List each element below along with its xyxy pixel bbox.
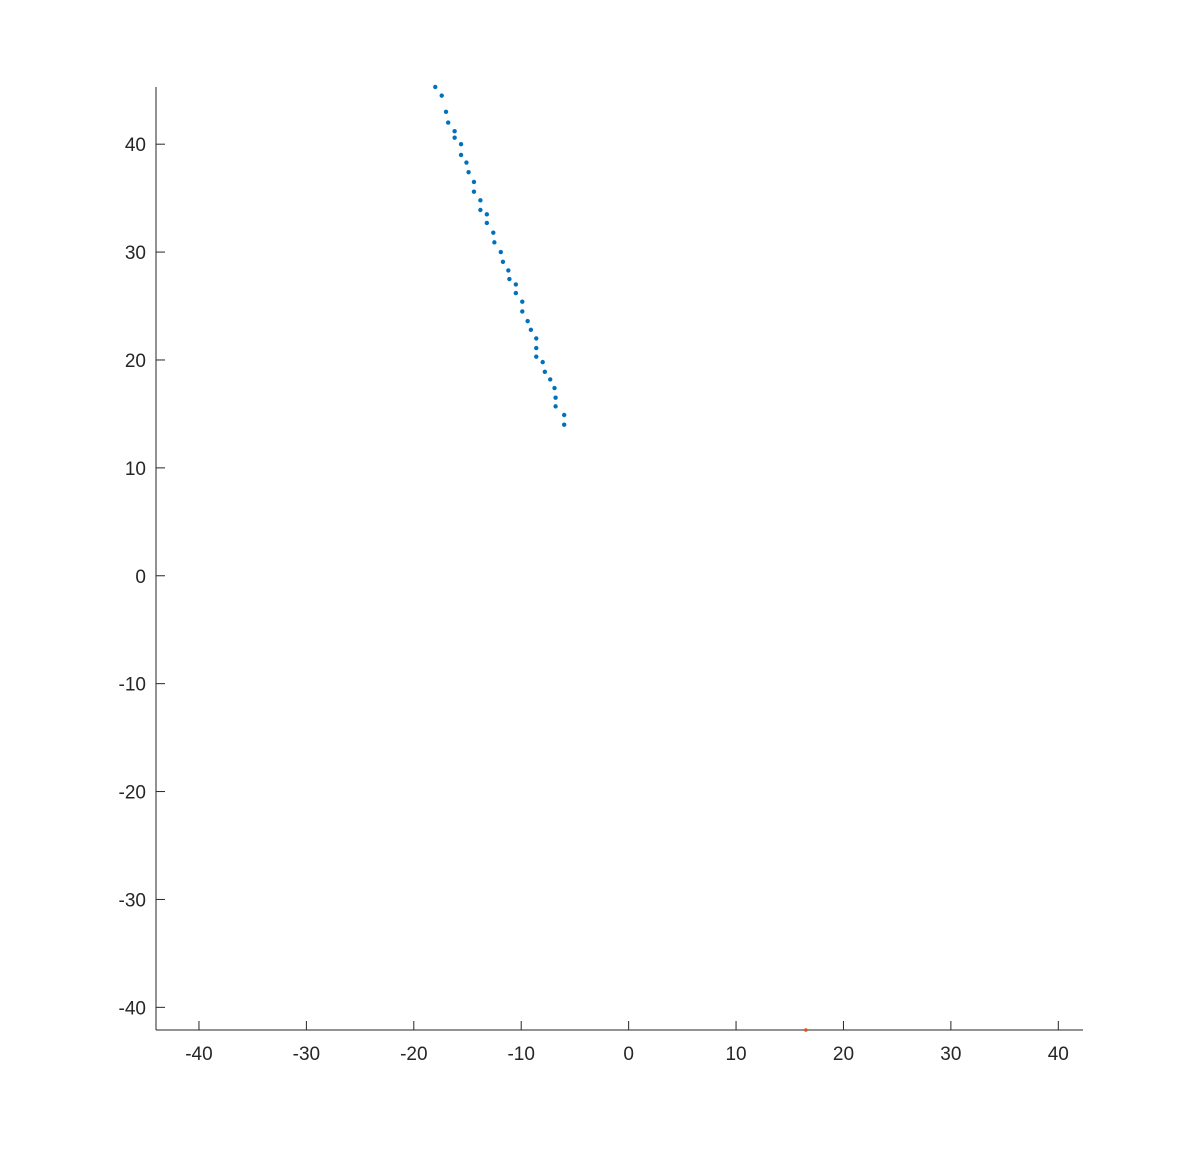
data-point-series-1	[513, 282, 519, 287]
x-tick-label: 0	[623, 1044, 634, 1065]
data-point-series-1	[534, 354, 539, 359]
data-point-series-1	[507, 276, 512, 282]
y-tick-label: -20	[119, 783, 146, 804]
data-point-series-1	[506, 268, 511, 273]
data-point-series-1	[443, 109, 449, 115]
data-point-series-1	[433, 84, 438, 90]
data-point-series-1	[548, 377, 553, 382]
data-point-series-1	[561, 422, 567, 427]
x-axis-ticks: -40 -30 -20 -10 0 10 20 30 40	[185, 1021, 1069, 1065]
x-tick-label: 40	[1048, 1044, 1069, 1065]
data-point-series-1	[491, 230, 496, 235]
data-point-series-1	[458, 141, 464, 147]
y-tick-label: 20	[125, 351, 146, 372]
y-tick-label: -10	[119, 675, 146, 696]
data-point-series-1	[478, 198, 483, 203]
data-point-series-1	[464, 160, 469, 165]
data-point-series-1	[492, 240, 497, 245]
data-point-series-1	[445, 120, 451, 125]
x-tick-label: -10	[507, 1044, 534, 1065]
data-point-series-1	[520, 309, 525, 314]
data-point-series-1	[534, 336, 539, 341]
y-axis-ticks: -40 -30 -20 -10 0 10 20 30 40	[119, 135, 165, 1019]
data-point-series-1	[520, 299, 525, 304]
data-point-series-1	[471, 179, 477, 185]
x-tick-label: -20	[400, 1044, 427, 1065]
data-point-series-1	[525, 318, 530, 324]
y-tick-label: 30	[125, 243, 146, 264]
data-point-series-1	[500, 259, 506, 264]
data-point-series-1	[458, 152, 464, 158]
data-point-series-1	[553, 404, 558, 409]
data-point-series-1	[484, 220, 490, 226]
y-tick-label: -40	[119, 998, 146, 1019]
y-tick-label: 10	[125, 459, 146, 480]
x-tick-label: 20	[833, 1044, 854, 1065]
data-point-series-1	[561, 412, 567, 418]
plot-axes: -40 -30 -20 -10 0 10 20 30 40 -40 -30 -20 -10 0 10 20 3…	[119, 87, 1083, 1065]
data-point-series-1	[498, 249, 504, 255]
data-point-series-1	[542, 369, 548, 375]
x-tick-label: -40	[185, 1044, 212, 1065]
data-point-series-1	[484, 212, 490, 217]
data-point-series-1	[452, 129, 457, 134]
data-point-series-1	[528, 327, 534, 332]
data-point-series-1	[552, 385, 557, 391]
data-point-series-1	[534, 345, 539, 351]
data-point-series-1	[553, 395, 558, 400]
x-tick-label: -30	[293, 1044, 320, 1065]
x-tick-label: 10	[725, 1044, 746, 1065]
y-tick-label: -30	[119, 890, 146, 911]
data-point-series-1	[540, 359, 545, 365]
data-points	[433, 84, 808, 1032]
data-point-series-1	[471, 189, 477, 194]
data-point-series-2	[804, 1028, 808, 1032]
x-tick-label: 30	[940, 1044, 961, 1065]
y-tick-label: 0	[135, 567, 146, 588]
data-point-series-1	[452, 135, 457, 140]
data-point-series-1	[439, 93, 444, 98]
y-tick-label: 40	[125, 135, 146, 156]
data-point-series-1	[478, 207, 483, 213]
data-point-series-1	[466, 170, 471, 175]
data-point-series-1	[513, 290, 519, 296]
